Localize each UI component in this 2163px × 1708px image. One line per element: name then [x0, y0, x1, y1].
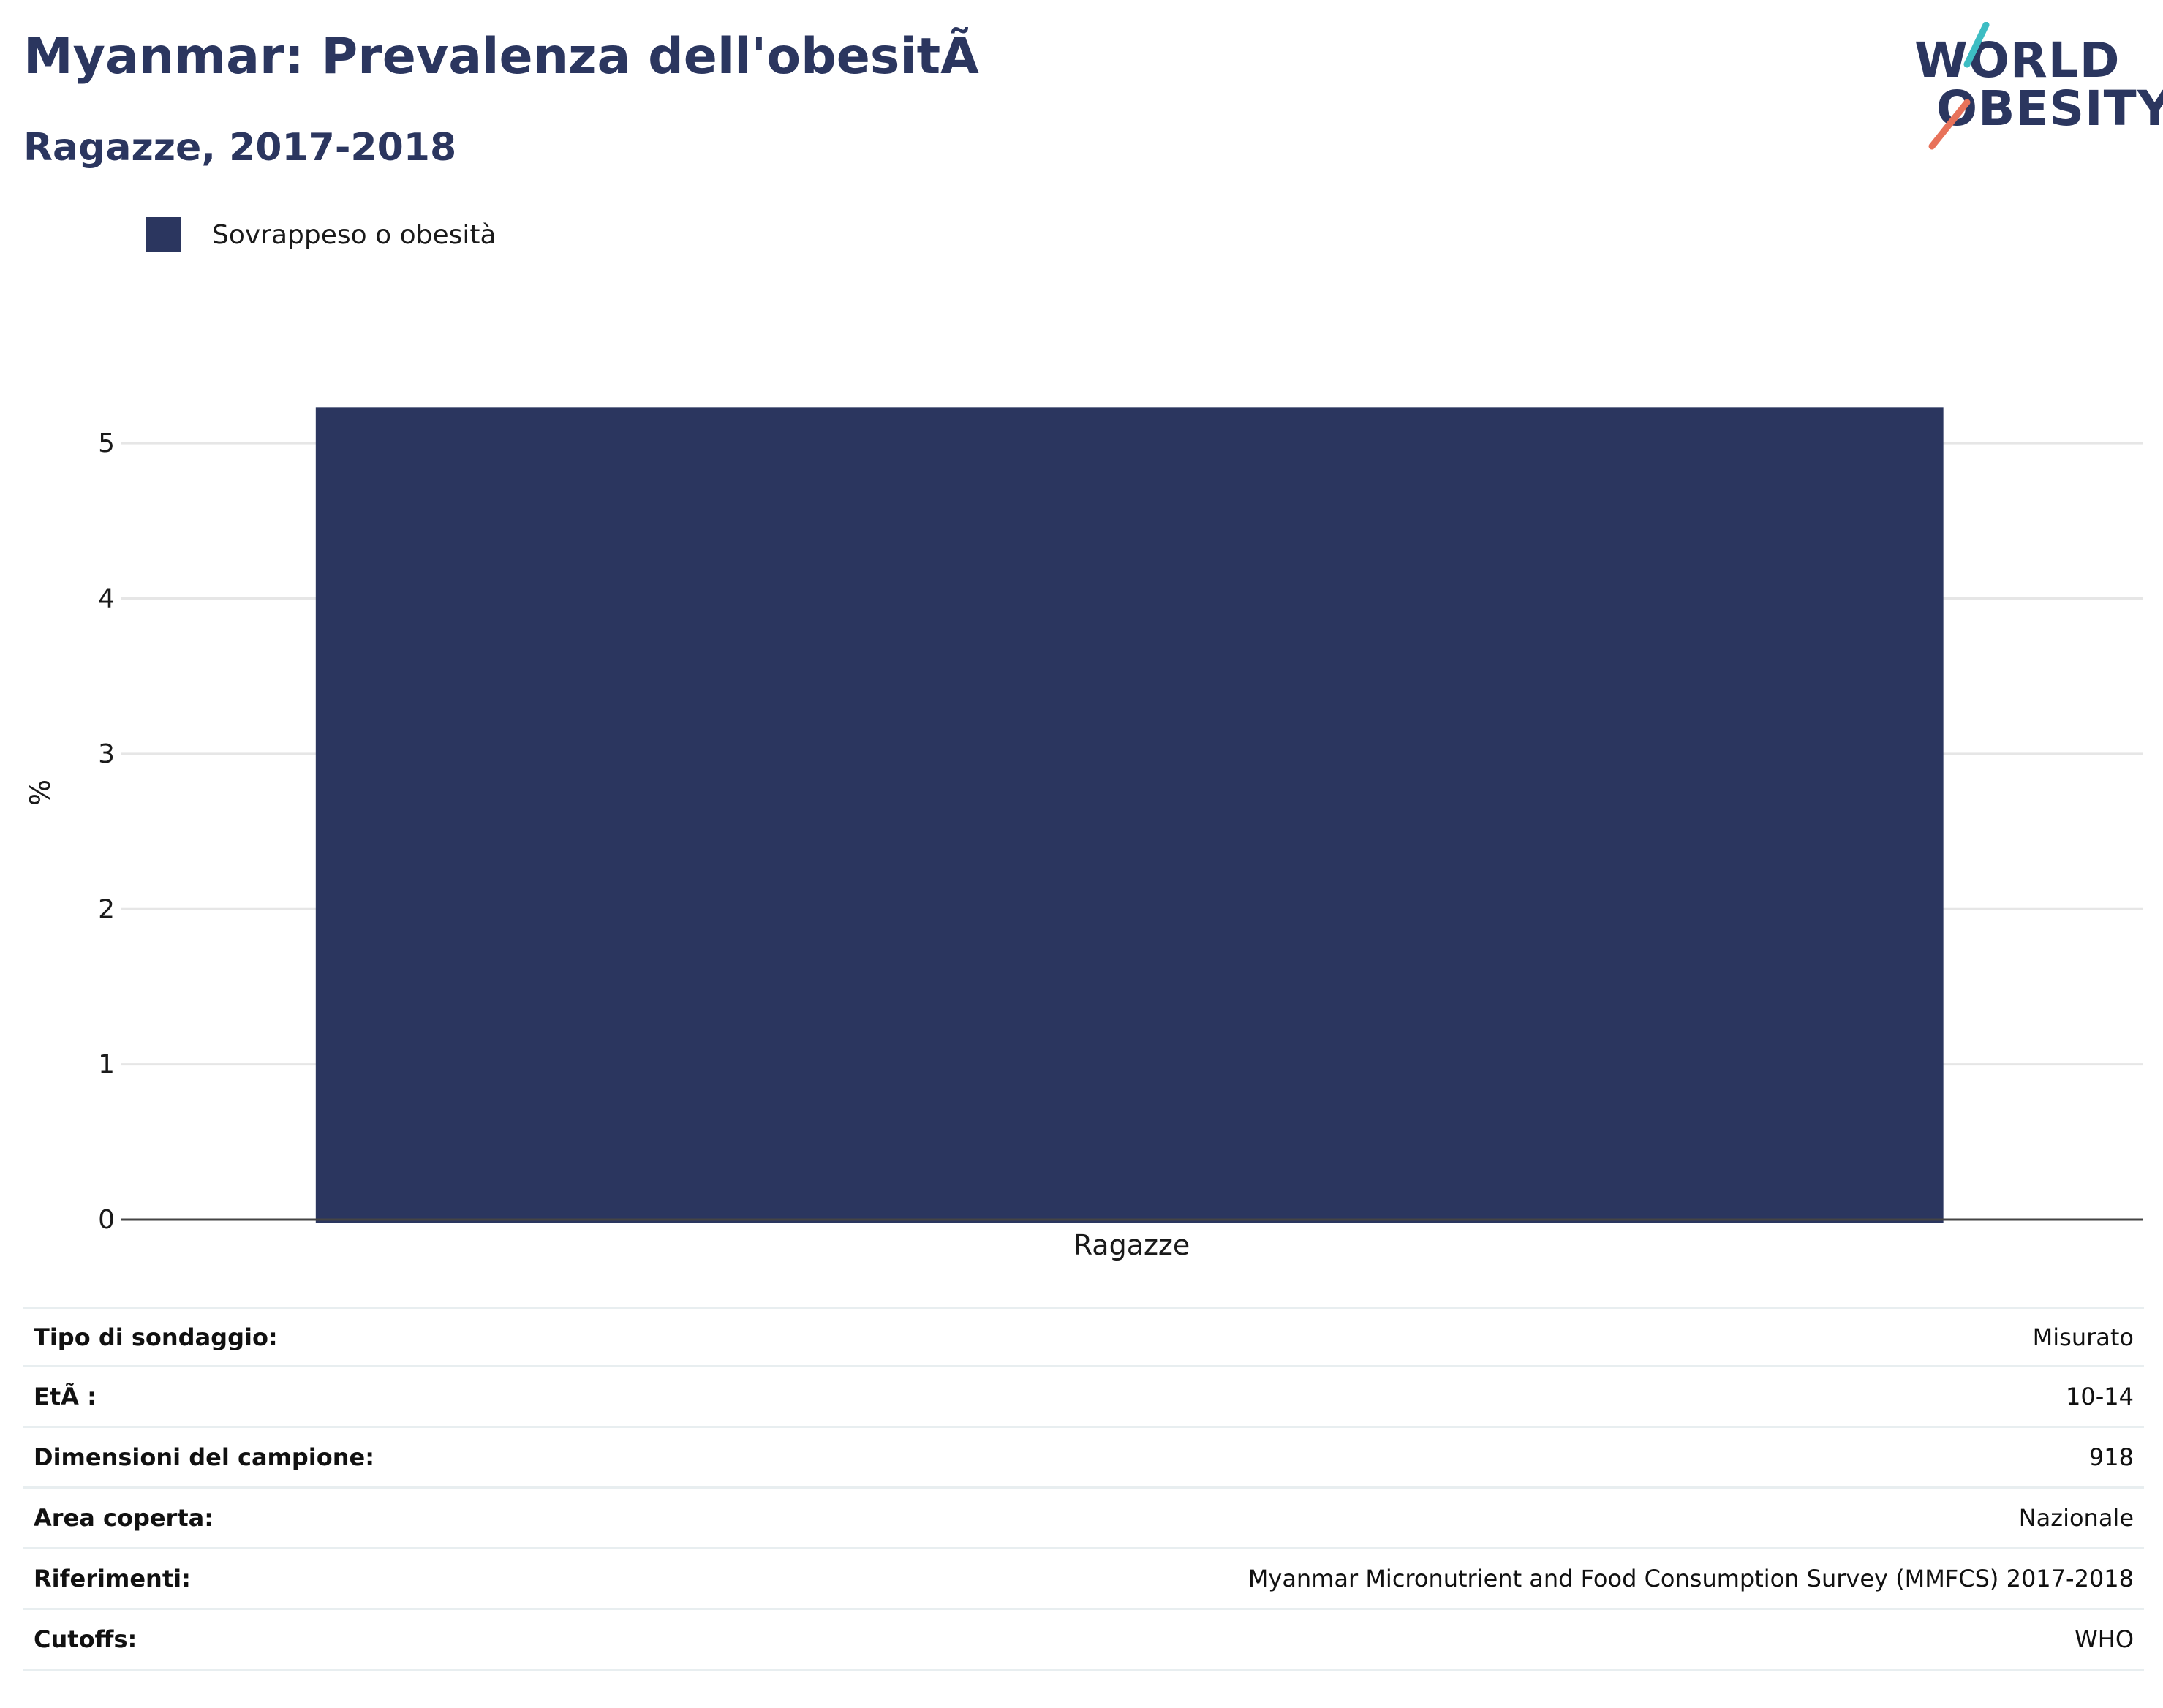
info-row: EtÃ : 10-14	[23, 1367, 2144, 1428]
info-value: 10-14	[2066, 1383, 2134, 1410]
y-tick-label: 2	[98, 894, 115, 924]
x-tick-label: Ragazze	[1073, 1229, 1190, 1261]
info-value: Nazionale	[2018, 1504, 2134, 1532]
info-key: Tipo di sondaggio:	[34, 1323, 278, 1351]
chart-title: Myanmar: Prevalenza dell'obesitÃ	[23, 28, 979, 86]
info-key: Dimensioni del campione:	[34, 1443, 375, 1471]
y-tick-label: 4	[98, 584, 115, 614]
info-key: Area coperta:	[34, 1504, 214, 1532]
info-value: Misurato	[2032, 1323, 2134, 1351]
y-tick-label: 0	[98, 1205, 115, 1235]
bar-chart: 0 1 2 3 4 5 Ragazze%	[24, 407, 2143, 1261]
bar	[315, 407, 1944, 1223]
legend-swatch	[146, 217, 181, 252]
info-value: 918	[2088, 1443, 2134, 1471]
y-axis-label: %	[24, 779, 56, 806]
info-row: Area coperta: Nazionale	[23, 1489, 2144, 1549]
y-tick-label: 3	[98, 739, 115, 769]
info-row: Cutoffs: WHO	[23, 1610, 2144, 1671]
info-key: EtÃ :	[34, 1383, 97, 1410]
world-obesity-logo: WORLD OBESITY	[1901, 22, 2163, 154]
info-key: Cutoffs:	[34, 1625, 137, 1653]
info-value: Myanmar Micronutrient and Food Consumpti…	[1247, 1565, 2134, 1592]
survey-info-table: Tipo di sondaggio: Misurato EtÃ : 10-14 Dime…	[23, 1307, 2144, 1671]
info-row: Riferimenti: Myanmar Micronutrient and Fo…	[23, 1549, 2144, 1610]
info-value: WHO	[2075, 1625, 2134, 1653]
chart-subtitle: Ragazze, 2017-2018	[23, 126, 457, 170]
logo-line-2: OBESITY	[1936, 80, 2163, 137]
info-key: Riferimenti:	[34, 1565, 191, 1592]
info-row: Dimensioni del campione: 918	[23, 1428, 2144, 1489]
y-tick-label: 5	[98, 428, 115, 458]
y-tick-label: 1	[98, 1050, 115, 1080]
legend-label: Sovrappeso o obesità	[212, 219, 497, 250]
info-row: Tipo di sondaggio: Misurato	[23, 1307, 2144, 1367]
logo-line-1: WORLD	[1914, 32, 2121, 88]
chart-legend[interactable]: Sovrappeso o obesità	[146, 216, 497, 253]
logo-slash-icon	[1928, 22, 1990, 150]
